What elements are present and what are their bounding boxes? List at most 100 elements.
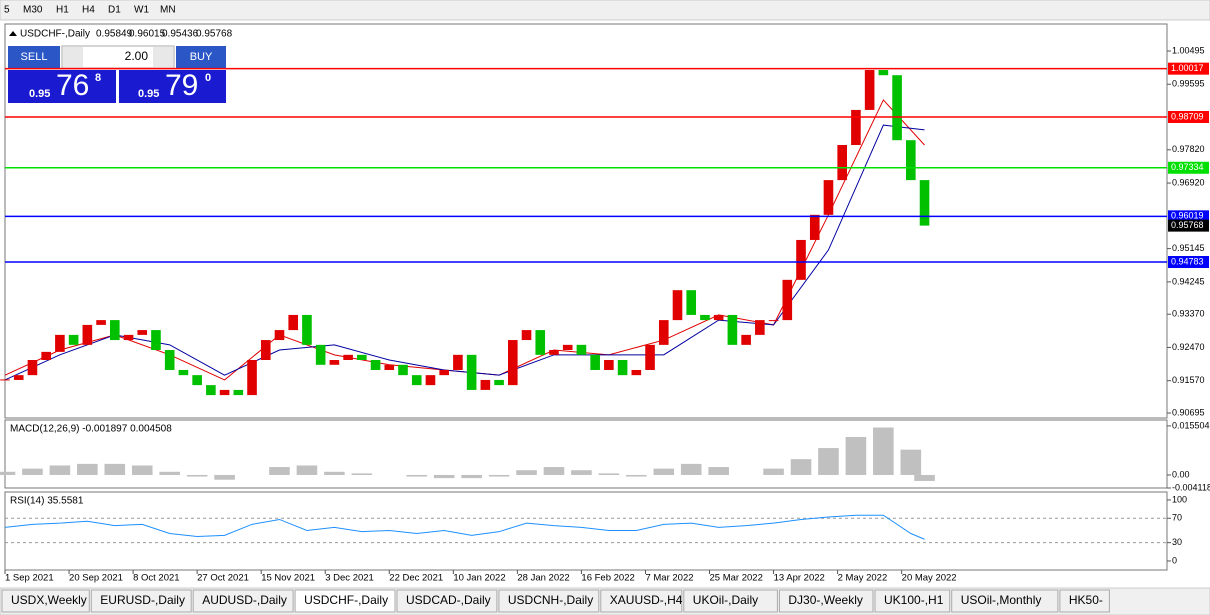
level-label: 1.00017 xyxy=(1171,63,1204,73)
level-label: 0.98709 xyxy=(1171,111,1204,121)
candle xyxy=(864,70,875,110)
macd-bar xyxy=(22,468,43,475)
level-label: 0.97334 xyxy=(1171,162,1204,172)
tab[interactable] xyxy=(1,589,90,613)
candle xyxy=(206,385,216,396)
macd-bar xyxy=(914,474,935,481)
tab[interactable] xyxy=(90,589,192,613)
macd-bar xyxy=(131,465,153,475)
buy-price-box[interactable] xyxy=(119,70,226,103)
candle xyxy=(686,290,697,315)
collapse-icon[interactable] xyxy=(9,31,17,36)
tab[interactable] xyxy=(294,589,396,613)
tab-label[interactable]: USDCHF-,Daily xyxy=(304,593,388,607)
tab[interactable] xyxy=(192,589,294,613)
timeframe-button[interactable]: H1 xyxy=(56,5,69,16)
tab-label[interactable]: USDX,Weekly xyxy=(11,593,87,607)
y-tick-label: 1.00495 xyxy=(1172,45,1205,55)
candle xyxy=(604,360,614,370)
tab-label[interactable]: USDCNH-,Daily xyxy=(508,593,593,607)
level-label: 0.94783 xyxy=(1171,256,1204,266)
sell-fraction: 8 xyxy=(95,72,101,84)
tab[interactable] xyxy=(600,589,683,613)
tab[interactable] xyxy=(683,589,778,613)
sell-price-box[interactable] xyxy=(8,70,116,103)
macd-bar xyxy=(0,471,16,475)
macd-bar xyxy=(269,467,290,475)
lot-down[interactable] xyxy=(63,47,83,67)
candle xyxy=(247,360,257,396)
tab[interactable] xyxy=(778,589,874,613)
candle xyxy=(288,314,299,331)
tab-label[interactable]: USOil-,Monthly xyxy=(961,593,1042,607)
sell-button[interactable] xyxy=(8,46,60,68)
tab-label[interactable]: UK100-,H1 xyxy=(884,593,944,607)
y-tick-label: 0.99595 xyxy=(1172,79,1205,89)
tab[interactable] xyxy=(1059,589,1110,613)
candle xyxy=(755,320,765,335)
tab[interactable] xyxy=(951,589,1059,613)
candle xyxy=(590,354,600,370)
tab-label[interactable]: AUDUSD-,Daily xyxy=(202,593,287,607)
tab-label[interactable]: HK50- xyxy=(1069,593,1103,607)
macd-bar xyxy=(104,463,126,475)
x-tick-label: 15 Nov 2021 xyxy=(261,573,315,584)
tab-label[interactable]: EURUSD-,Daily xyxy=(100,593,185,607)
level-tag xyxy=(1168,62,1209,75)
candle xyxy=(658,320,669,345)
x-tick-label: 16 Feb 2022 xyxy=(581,573,634,584)
tab-label[interactable]: UKOil-,Daily xyxy=(693,593,758,607)
candle xyxy=(439,369,449,376)
macd-bar xyxy=(680,463,702,475)
candle xyxy=(343,354,353,361)
candle xyxy=(535,330,546,355)
ohlc-close: 0.95768 xyxy=(196,29,233,40)
y-tick-label: 0.015504 xyxy=(1172,420,1210,430)
tab[interactable] xyxy=(498,589,600,613)
candle xyxy=(411,375,422,386)
macd-bar xyxy=(818,448,839,475)
rsi-panel xyxy=(4,491,1168,571)
x-tick-label: 28 Jan 2022 xyxy=(517,573,569,584)
candle xyxy=(672,290,683,321)
tab-label[interactable]: DJ30-,Weekly xyxy=(788,593,862,607)
y-tick-label: 0.95145 xyxy=(1172,243,1205,253)
candle xyxy=(617,360,628,376)
y-tick-label: 0.91570 xyxy=(1172,375,1205,385)
tab-label[interactable]: USDCAD-,Daily xyxy=(406,593,491,607)
macd-bar xyxy=(900,449,922,475)
tab-label[interactable]: XAUUSD-,H4 xyxy=(610,593,683,607)
candle xyxy=(507,340,518,386)
macd-bar xyxy=(873,427,894,475)
candle xyxy=(109,320,120,341)
candle xyxy=(809,214,820,240)
y-tick-label: 100 xyxy=(1172,494,1187,504)
candle xyxy=(562,344,573,351)
buy-button[interactable] xyxy=(176,46,226,68)
candle xyxy=(27,360,38,376)
timeframe-button[interactable]: D1 xyxy=(108,5,121,16)
tab[interactable] xyxy=(874,589,951,613)
timeframe-button[interactable]: W1 xyxy=(134,5,149,16)
level-tag xyxy=(1168,110,1209,123)
level-tag xyxy=(1168,161,1209,174)
x-tick-label: 3 Dec 2021 xyxy=(325,573,374,584)
macd-bar xyxy=(653,468,675,475)
tab[interactable] xyxy=(396,589,498,613)
candle xyxy=(919,180,930,226)
timeframe-button[interactable]: MN xyxy=(160,5,176,16)
macd-bar xyxy=(324,471,345,475)
macd-bar xyxy=(516,470,537,475)
macd-bar xyxy=(406,474,428,477)
macd-bar xyxy=(708,467,729,475)
timeframe-button[interactable]: 5 xyxy=(4,5,10,16)
candle xyxy=(370,360,381,370)
buy-pips: 79 xyxy=(165,69,198,102)
candle xyxy=(274,330,285,341)
candle xyxy=(796,239,806,280)
lot-up[interactable] xyxy=(153,47,173,67)
timeframe-button[interactable]: M30 xyxy=(23,5,43,16)
timeframe-button[interactable]: H4 xyxy=(82,5,95,16)
ohlc-open: 0.95849 xyxy=(96,29,133,40)
